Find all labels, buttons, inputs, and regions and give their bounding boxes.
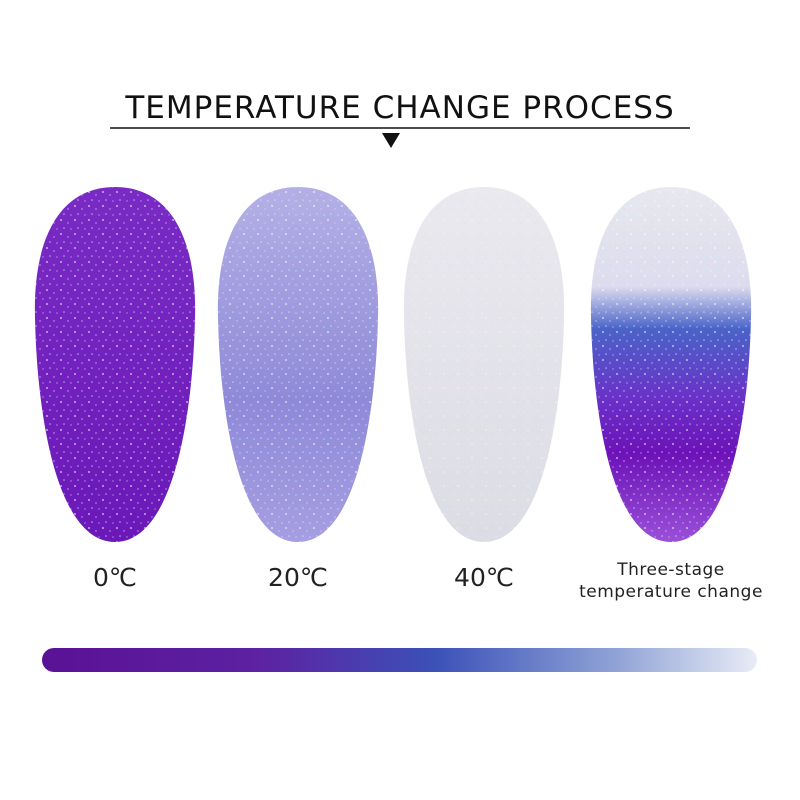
nail-label: Three-stage (616, 560, 725, 580)
nail (34, 187, 196, 542)
nail-label: 0℃ (93, 563, 137, 592)
nail-label: 20℃ (268, 563, 328, 592)
nail-label: temperature change (579, 582, 763, 602)
gradient-bar (42, 648, 757, 672)
title: TEMPERATURE CHANGE PROCESS (124, 90, 674, 126)
nail (590, 187, 752, 542)
pointer (382, 133, 400, 148)
nail (217, 187, 379, 542)
nail (403, 187, 565, 542)
nail-label: 40℃ (454, 563, 514, 592)
